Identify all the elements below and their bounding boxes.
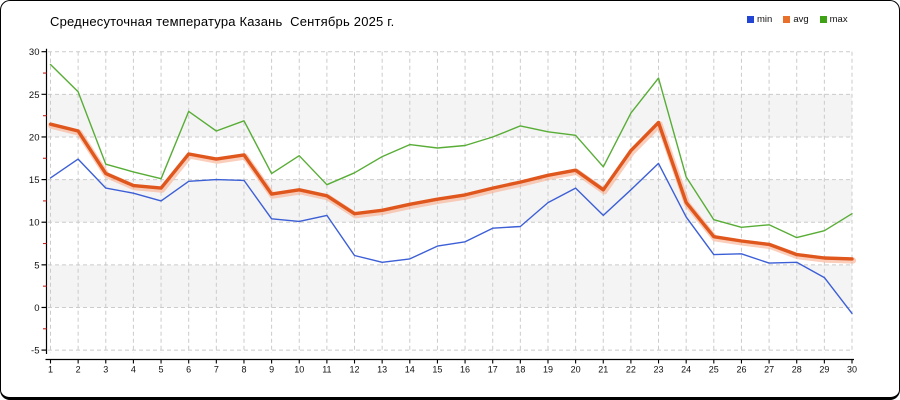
x-tick-label: 22: [626, 365, 636, 375]
x-tick-label: 26: [736, 365, 746, 375]
x-tick-label: 14: [405, 365, 415, 375]
x-tick-label: 8: [241, 365, 246, 375]
legend-item-min[interactable]: min: [747, 14, 772, 25]
x-tick-label: 19: [543, 365, 553, 375]
legend-label-min: min: [757, 14, 773, 25]
x-tick-label: 30: [847, 365, 857, 375]
legend-swatch-max-icon: [819, 16, 827, 23]
x-tick-label: 16: [460, 365, 470, 375]
x-tick-label: 5: [159, 365, 164, 375]
y-tick-label: -5: [31, 346, 39, 357]
chart-title: Среднесуточная температура Казань Сентяб…: [50, 14, 395, 29]
x-tick-label: 13: [377, 365, 387, 375]
x-tick-label: 6: [186, 365, 191, 375]
legend-label-avg: avg: [793, 14, 809, 25]
y-tick-label: 5: [34, 260, 39, 271]
x-tick-label: 23: [654, 365, 664, 375]
x-tick-label: 21: [598, 365, 608, 375]
x-tick-label: 25: [709, 365, 719, 375]
x-tick-label: 10: [294, 365, 304, 375]
x-tick-label: 2: [76, 365, 81, 375]
y-tick-label: 15: [29, 175, 40, 186]
x-tick-label: 9: [269, 365, 274, 375]
series-min-line: [49, 158, 853, 315]
legend-swatch-min-icon: [747, 16, 754, 23]
x-tick-label: 27: [764, 365, 774, 375]
legend-label-max: max: [829, 14, 848, 25]
x-tick-label: 7: [214, 365, 219, 375]
x-tick-label: 28: [792, 365, 802, 375]
x-tick-label: 3: [103, 365, 108, 375]
y-axis: 30 25 20 15 10 5 0 -5: [29, 47, 48, 357]
gridlines: [48, 51, 853, 353]
legend-item-max[interactable]: max: [819, 14, 848, 25]
series-max-line: [49, 63, 853, 239]
x-tick-label: 15: [432, 365, 442, 375]
legend-item-avg[interactable]: avg: [783, 14, 809, 25]
legend-swatch-avg-icon: [783, 16, 791, 23]
x-tick-label: 4: [131, 365, 136, 375]
x-tick-label: 24: [681, 365, 691, 375]
series-avg-line: [48, 120, 854, 261]
x-tick-label: 20: [571, 365, 581, 375]
y-tick-label: 10: [29, 218, 40, 229]
plot-band: [48, 264, 852, 308]
x-tick-label: 17: [488, 365, 498, 375]
y-tick-label: 30: [29, 47, 40, 58]
y-tick-label: 20: [29, 132, 40, 143]
x-tick-label: 12: [350, 365, 360, 375]
chart-legend: min avg max: [747, 14, 848, 25]
x-tick-label: 29: [819, 365, 829, 375]
y-tick-label: 25: [29, 90, 40, 101]
x-axis: 1 2 3 4 5 6 7 8 9 10 11 12 13 14 15 16 17 18 19 20 21 22 23 24 2…: [45, 358, 857, 375]
x-tick-label: 18: [515, 365, 525, 375]
x-tick-label: 11: [322, 365, 331, 375]
x-tick-label: 1: [48, 365, 53, 375]
plot-band: [48, 94, 852, 137]
y-tick-label: 0: [34, 303, 39, 314]
